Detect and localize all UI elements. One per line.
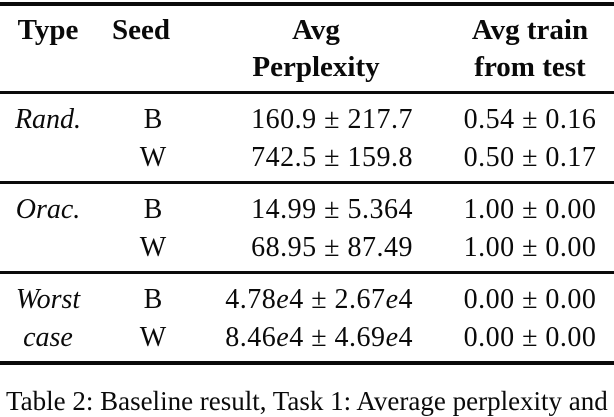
section-separator-rule xyxy=(0,181,614,184)
row-type-label xyxy=(0,139,96,177)
col-header-seed: Seed xyxy=(112,14,170,46)
section-separator-rule xyxy=(0,271,614,274)
row-type-label: Worst xyxy=(15,284,81,315)
seed-value: W xyxy=(139,142,167,173)
seed-value: W xyxy=(139,232,167,263)
header-separator-rule xyxy=(0,91,614,94)
avg-train-from-test-value: 1.00 ± 0.00 xyxy=(463,194,597,225)
avg-perplexity-value: 8.46e4 ± 4.69e4 xyxy=(225,322,413,353)
avg-perplexity-value: 14.99 ± 5.364 xyxy=(251,194,413,225)
row-type-label: Rand. xyxy=(14,104,82,135)
section-worst-case: Worst B 4.78e4 ± 2.67e4 0.00 ± 0.00 case… xyxy=(0,274,614,361)
table-top-rule xyxy=(0,2,614,6)
seed-value: B xyxy=(143,104,163,135)
table-caption-clipped: Table 2: Baseline result, Task 1: Averag… xyxy=(6,386,608,416)
row-type-label: Orac. xyxy=(15,194,81,225)
seed-value: B xyxy=(143,284,163,315)
section-random: Rand. B 160.9 ± 217.7 0.54 ± 0.16 W 742.… xyxy=(0,94,614,181)
avg-train-from-test-value: 1.00 ± 0.00 xyxy=(463,232,597,263)
avg-perplexity-value: 4.78e4 ± 2.67e4 xyxy=(225,284,413,315)
avg-perplexity-value: 68.95 ± 87.49 xyxy=(251,232,413,263)
table-header-row: Type Seed Avg Perplexity Avg train from … xyxy=(0,6,614,91)
row-type-label: case xyxy=(23,322,73,353)
table-bottom-rule xyxy=(0,361,614,365)
section-oracle: Orac. B 14.99 ± 5.364 1.00 ± 0.00 W 68.9… xyxy=(0,184,614,271)
col-header-avg-train-from-test: Avg train from test xyxy=(471,14,589,83)
avg-perplexity-value: 160.9 ± 217.7 xyxy=(251,104,413,135)
avg-train-from-test-value: 0.50 ± 0.17 xyxy=(463,142,597,173)
seed-value: B xyxy=(143,194,163,225)
avg-train-from-test-value: 0.00 ± 0.00 xyxy=(463,322,597,353)
avg-train-from-test-value: 0.00 ± 0.00 xyxy=(463,284,597,315)
col-header-type: Type xyxy=(17,14,79,46)
avg-perplexity-value: 742.5 ± 159.8 xyxy=(251,142,413,173)
col-header-avg-perplexity: Avg Perplexity xyxy=(252,14,380,83)
row-type-label xyxy=(0,229,96,267)
avg-train-from-test-value: 0.54 ± 0.16 xyxy=(463,104,597,135)
seed-value: W xyxy=(139,322,167,353)
